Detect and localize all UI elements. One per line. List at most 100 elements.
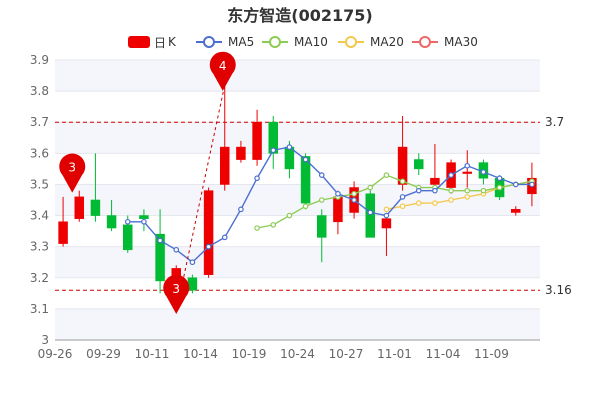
- y-tick-label: 3.2: [30, 271, 49, 285]
- y-tick-label: 3: [41, 333, 49, 347]
- candle-body: [300, 156, 311, 204]
- price-marker-pin: [209, 51, 236, 91]
- ma5-point: [157, 237, 163, 244]
- ma10-point: [318, 197, 325, 203]
- ma30-legend-icon: [412, 36, 438, 48]
- ma5-point: [141, 218, 147, 225]
- candle-body: [462, 171, 472, 174]
- y-tick-label: 3.8: [30, 84, 49, 98]
- x-tick-label: 10-14: [183, 347, 218, 361]
- grid-band: [55, 308, 540, 340]
- candle-body: [365, 193, 375, 238]
- ma5-point: [399, 194, 406, 200]
- candle-body: [203, 190, 214, 275]
- candle-body: [414, 159, 424, 170]
- ma5-point: [173, 246, 180, 253]
- price-marker: 4: [209, 51, 236, 91]
- legend-label-k: K: [168, 35, 176, 49]
- ma10-legend-icon: [262, 36, 288, 48]
- ma10-point: [270, 222, 277, 228]
- grid-band: [55, 122, 540, 154]
- ma5-point: [464, 162, 471, 169]
- candle-body: [333, 196, 343, 223]
- ma20-point: [432, 200, 438, 206]
- x-tick-label: 11-09: [474, 347, 509, 361]
- ma10-point: [286, 212, 293, 219]
- ma10-point: [383, 172, 390, 178]
- ma5-point: [318, 172, 325, 178]
- ma5-point: [335, 190, 341, 197]
- candle-body: [268, 121, 278, 154]
- price-marker: 3: [59, 153, 86, 193]
- price-marker-label: 4: [219, 59, 227, 73]
- y-tick-label: 3.7: [30, 115, 49, 129]
- legend-label-ma30: MA30: [444, 35, 478, 49]
- legend-item-ma20[interactable]: MA20: [338, 32, 404, 52]
- candle-body: [511, 209, 521, 213]
- legend: 日 K MA5 MA10 MA20 MA30: [0, 32, 600, 52]
- trend-line: [175, 84, 226, 313]
- reference-label: 3.16: [545, 283, 572, 297]
- candle-legend-icon: [128, 36, 150, 48]
- ma10-point: [448, 187, 454, 194]
- ma20-point: [464, 194, 471, 200]
- candle-body: [187, 277, 198, 291]
- ma20-point: [383, 206, 390, 213]
- y-tick-label: 3.6: [30, 146, 49, 160]
- ma5-point: [415, 187, 422, 194]
- price-marker-pin: [59, 153, 86, 193]
- ma10-point: [351, 190, 357, 197]
- ma20-point: [448, 197, 454, 203]
- candle-body: [236, 146, 246, 160]
- x-tick-label: 09-26: [38, 347, 73, 361]
- ma5-point: [254, 175, 260, 182]
- ma5-point: [124, 218, 131, 225]
- ma10-point: [496, 184, 503, 191]
- y-tick-label: 3.3: [30, 240, 49, 254]
- ma5-point: [238, 206, 244, 213]
- legend-item-k[interactable]: 日 K: [128, 32, 176, 52]
- ma5-point: [286, 144, 293, 150]
- legend-label-ma20: MA20: [370, 35, 404, 49]
- x-tick-label: 10-11: [135, 347, 170, 361]
- ma5-point: [512, 181, 519, 188]
- ma5-point: [496, 175, 503, 182]
- ma5-point: [189, 259, 196, 266]
- ma5-point: [480, 169, 487, 175]
- candle-body: [430, 177, 440, 185]
- x-tick-label: 11-04: [426, 347, 461, 361]
- candle-body: [90, 199, 101, 216]
- legend-item-ma5[interactable]: MA5: [196, 32, 254, 52]
- ma20-point: [399, 203, 406, 210]
- ma20-legend-icon: [338, 36, 364, 48]
- ma5-line: [127, 146, 532, 264]
- price-marker-pin: [163, 274, 190, 314]
- y-tick-label: 3.4: [30, 209, 49, 223]
- candle-body: [139, 215, 149, 219]
- x-tick-label: 09-29: [86, 347, 121, 361]
- chart-title: 东方智造(002175): [227, 6, 373, 25]
- ma5-point: [205, 243, 212, 250]
- ma5-point: [448, 172, 454, 178]
- y-tick-label: 3.1: [30, 302, 49, 316]
- grid-band: [55, 246, 540, 278]
- ma10-point: [254, 225, 260, 231]
- candle-body: [381, 218, 392, 229]
- ma20-point: [415, 200, 422, 206]
- ma5-point: [302, 156, 309, 163]
- x-tick-label: 10-24: [280, 347, 315, 361]
- ma5-point: [367, 209, 374, 216]
- candle-body: [123, 224, 133, 251]
- legend-item-ma30[interactable]: MA30: [412, 32, 478, 52]
- ma10-point: [302, 203, 309, 210]
- candle-body: [220, 146, 230, 185]
- ma5-point: [221, 234, 228, 241]
- candle-body: [252, 121, 262, 160]
- grid-band: [55, 60, 540, 92]
- legend-item-ma10[interactable]: MA10: [262, 32, 328, 52]
- ma5-point: [351, 197, 357, 203]
- ma5-legend-icon: [196, 36, 222, 48]
- y-tick-label: 3.5: [30, 177, 49, 191]
- legend-label-day: 日: [154, 35, 167, 50]
